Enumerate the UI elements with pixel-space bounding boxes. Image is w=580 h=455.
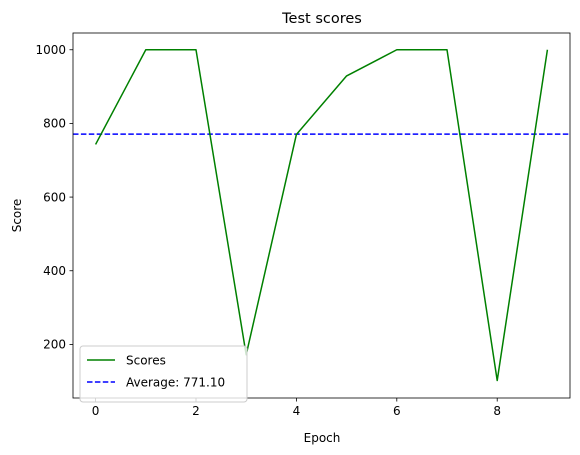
y-tick-label: 200	[43, 338, 66, 352]
series-line-scores	[94, 49, 549, 382]
y-tick-label: 600	[43, 190, 66, 204]
x-tick-label: 0	[92, 404, 100, 418]
legend-box	[79, 345, 248, 403]
x-tick-label: 4	[293, 404, 301, 418]
chart-title: Test scores	[281, 11, 362, 27]
x-axis-label: Epoch	[304, 431, 341, 445]
axes-frame	[72, 32, 571, 399]
legend-label: Average: 771.10	[126, 375, 225, 389]
y-axis-label: Score	[10, 199, 24, 233]
y-tick-label: 1000	[35, 43, 66, 57]
plot-area: 0 2 4 6 8 200 400 600 800 1000 Scores Average: 771.…	[35, 32, 571, 418]
x-tick-label: 2	[192, 404, 200, 418]
legend-label: Scores	[126, 353, 166, 367]
x-tick-label: 8	[493, 404, 501, 418]
y-tick-label: 400	[43, 264, 66, 278]
y-tick-label: 800	[43, 117, 66, 131]
legend: Scores Average: 771.10	[79, 345, 248, 403]
x-tick-label: 6	[393, 404, 401, 418]
